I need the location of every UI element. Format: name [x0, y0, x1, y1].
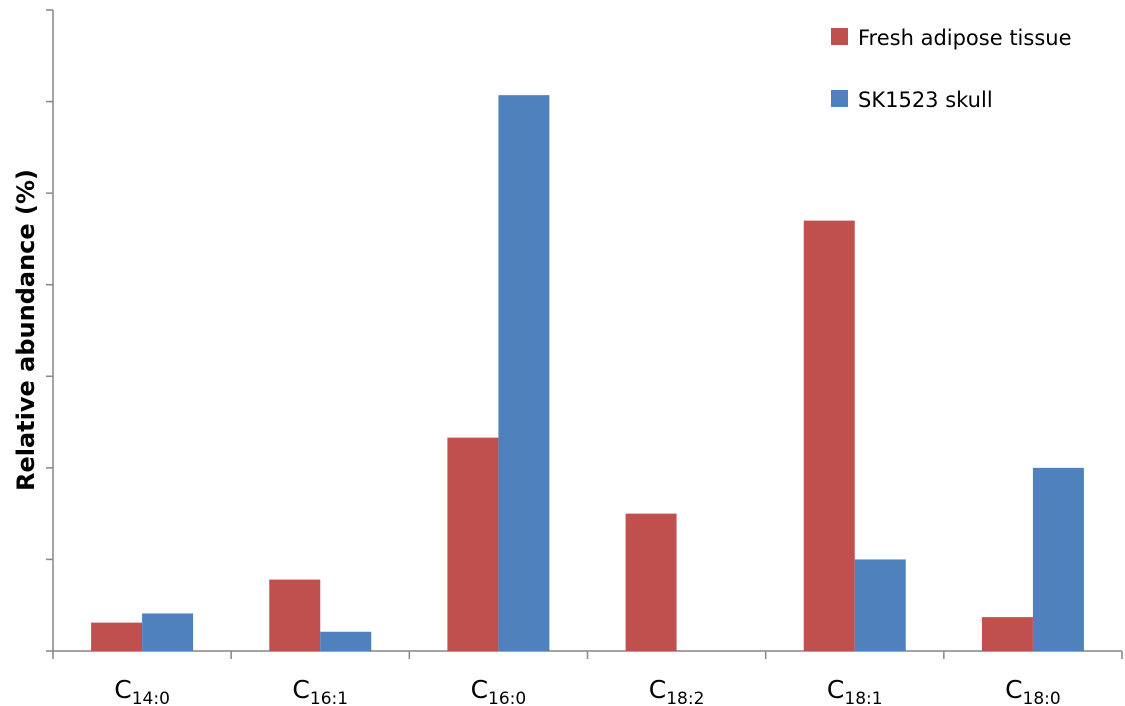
x-tick-label: C16:0	[471, 675, 527, 706]
bar-fresh-16-1	[269, 579, 321, 651]
y-axis	[46, 9, 54, 652]
bar-skull-18-0	[1032, 467, 1084, 651]
bar-skull-18-1	[854, 559, 906, 651]
bar-skull-16-0	[498, 95, 550, 651]
bar-fresh-16-0	[447, 437, 499, 651]
bars	[91, 95, 1084, 651]
bar-fresh-18-0	[981, 617, 1033, 651]
bar-fresh-18-2	[625, 513, 677, 651]
x-tick-labels: C14:0 C16:1 C16:0 C18:2 C18:1 C18:0	[114, 675, 1060, 706]
x-tick-label: C18:0	[1005, 675, 1061, 706]
x-tick-label: C18:2	[649, 675, 705, 706]
x-axis	[52, 650, 1123, 659]
bar-skull-16-1	[320, 631, 372, 651]
legend-swatch-skull	[831, 90, 848, 107]
bar-fresh-14-0	[91, 622, 143, 651]
legend-label-skull: SK1523 skull	[858, 88, 993, 112]
bar-fresh-18-1	[803, 220, 855, 651]
x-tick-label: C18:1	[827, 675, 883, 706]
bar-skull-14-0	[142, 613, 194, 651]
x-tick-label: C14:0	[114, 675, 170, 706]
y-axis-label: Relative abundance (%)	[12, 169, 40, 491]
legend-label-fresh: Fresh adipose tissue	[858, 26, 1072, 50]
legend: Fresh adipose tissue SK1523 skull	[831, 26, 1072, 112]
x-tick-label: C16:1	[292, 675, 348, 706]
legend-swatch-fresh	[831, 28, 848, 45]
